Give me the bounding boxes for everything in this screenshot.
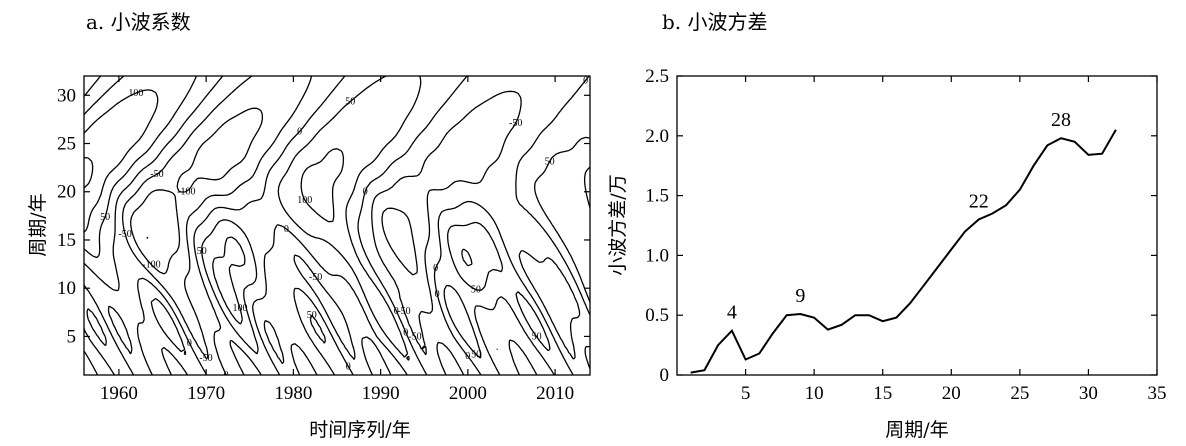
contour-label: 0: [297, 127, 302, 138]
contour-line: [130, 107, 418, 276]
contour-label: 0: [284, 224, 289, 235]
x-tick-label-a: 1970: [187, 383, 225, 404]
contour-label: 0: [583, 75, 588, 86]
wavelet-variance-panel: 5 10 15 20 25 30 35 0 0.5 1.0 1.5 2.0 2.5 4 9 22 28 周期/…: [607, 66, 1167, 441]
y-tick-label-a: 30: [57, 85, 76, 106]
y-tick-label-b: 0: [660, 365, 670, 386]
panel-a-title: a. 小波系数: [86, 10, 191, 34]
ticks-a: 1960 1970 1980 1990 2000 2010 5 10 15 20 25 30: [57, 76, 590, 404]
contour-label: -50: [118, 229, 131, 240]
peak-label: 22: [969, 191, 989, 213]
y-axis-label-b: 小波方差/万: [607, 174, 629, 275]
x-tick-label-a: 1990: [362, 383, 400, 404]
contour-label: 50: [471, 349, 481, 360]
x-tick-label-b: 10: [805, 383, 824, 404]
panel-b-title: b. 小波方差: [662, 10, 768, 34]
contour-label: -100: [142, 260, 160, 271]
y-axis-label-a: 周期/年: [27, 193, 49, 256]
contour-label: 0: [403, 327, 408, 338]
contour-label: -50: [509, 118, 522, 129]
y-tick-label-b: 1.0: [645, 245, 669, 266]
contour-line: [146, 236, 149, 240]
contour-line: [84, 157, 94, 189]
variance-line: [690, 129, 1117, 374]
contour-label: 0: [363, 186, 368, 197]
wavelet-coefficient-panel: -100-100-50-50-50-50-50-50-5000000000000…: [27, 75, 591, 441]
contour-line: [107, 76, 581, 364]
y-tick-label-b: 0.5: [645, 305, 669, 326]
x-tick-label-a: 1960: [100, 383, 138, 404]
contour-label: 0: [433, 263, 438, 274]
contour-label: 0: [187, 338, 192, 349]
y-tick-label-b: 1.5: [645, 186, 669, 207]
contour-label: 100: [233, 303, 248, 314]
contour-label: 50: [545, 156, 555, 167]
x-tick-label-b: 20: [942, 383, 961, 404]
contour-label: 50: [471, 285, 481, 296]
y-tick-label-a: 10: [57, 278, 76, 299]
y-tick-label-a: 5: [67, 326, 77, 347]
contour-label: 0: [394, 306, 399, 317]
ticks-b: 5 10 15 20 25 30 35 0 0.5 1.0 1.5 2.0 2.5: [645, 66, 1166, 404]
contour-label: 0: [435, 289, 440, 300]
y-tick-label-a: 15: [57, 230, 76, 251]
contour-label: 0: [224, 370, 229, 381]
x-tick-label-b: 5: [741, 383, 751, 404]
peak-label: 9: [795, 285, 805, 307]
plot-frame-a: [83, 75, 591, 376]
contour-label: 50: [307, 310, 317, 321]
plot-frame-b: [676, 75, 1158, 376]
contour-lines: -100-100-50-50-50-50-50-50-5000000000000…: [84, 75, 590, 381]
contour-label: -50: [309, 272, 322, 283]
peak-label: 28: [1051, 109, 1071, 131]
y-tick-label-a: 25: [57, 134, 76, 155]
contour-label: 50: [345, 97, 355, 108]
contour-label: -50: [397, 306, 410, 317]
contour-label: -50: [408, 332, 421, 343]
y-tick-label-a: 20: [57, 182, 76, 203]
x-axis-label-b: 周期/年: [885, 419, 948, 441]
contour-line: [84, 76, 590, 361]
x-tick-label-b: 35: [1148, 383, 1167, 404]
x-tick-label-b: 30: [1079, 383, 1098, 404]
x-tick-label-b: 15: [873, 383, 892, 404]
contour-label: -100: [177, 186, 195, 197]
contour-line: [84, 89, 473, 325]
contour-label: 100: [128, 88, 143, 99]
y-tick-label-b: 2.0: [645, 126, 669, 147]
variance-series: 4 9 22 28: [690, 109, 1117, 374]
contour-label: 50: [532, 332, 542, 343]
x-tick-label-a: 2000: [449, 383, 487, 404]
contour-label: -50: [150, 169, 163, 180]
x-tick-label-b: 25: [1010, 383, 1029, 404]
x-tick-label-a: 1980: [274, 383, 312, 404]
contour-label: 50: [100, 212, 110, 223]
y-tick-label-b: 2.5: [645, 66, 669, 87]
contour-label: 0: [465, 351, 470, 362]
contour-label: 0: [346, 361, 351, 372]
contour-line: [84, 76, 590, 375]
contour-label: 100: [297, 195, 312, 206]
x-tick-label-a: 2010: [536, 383, 574, 404]
contour-label: -50: [199, 353, 212, 364]
peak-label: 4: [727, 302, 737, 324]
x-axis-label-a: 时间序列/年: [309, 419, 410, 441]
contour-label: 50: [197, 246, 207, 257]
